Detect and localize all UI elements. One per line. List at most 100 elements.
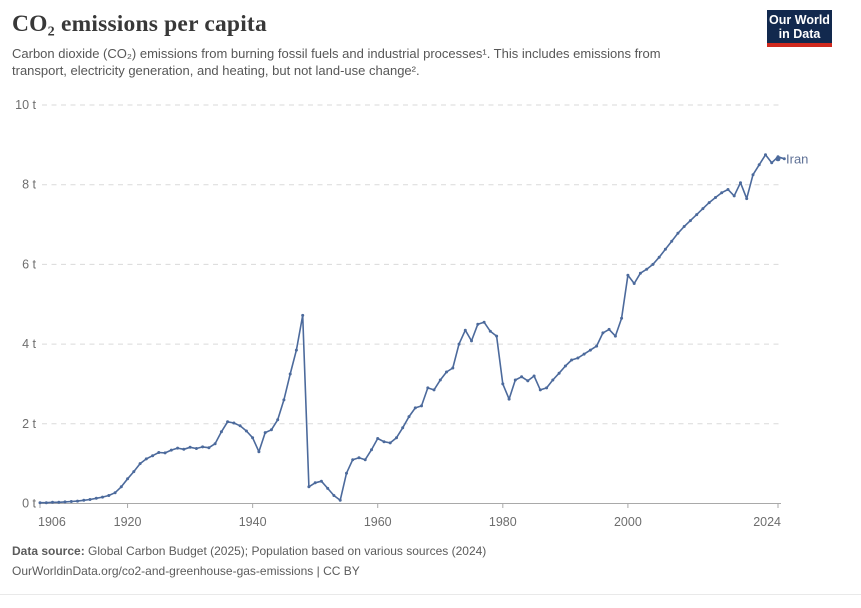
data-point[interactable] — [638, 271, 642, 275]
data-point[interactable] — [232, 421, 236, 425]
data-point[interactable] — [695, 213, 699, 217]
data-point[interactable] — [157, 451, 161, 454]
data-point[interactable] — [582, 352, 586, 356]
data-point[interactable] — [420, 404, 423, 408]
data-point[interactable] — [176, 446, 180, 450]
data-point[interactable] — [501, 382, 505, 386]
data-point[interactable] — [119, 485, 123, 489]
data-point[interactable] — [63, 500, 67, 504]
data-point[interactable] — [351, 458, 355, 462]
data-point[interactable] — [620, 316, 624, 320]
data-point[interactable] — [338, 498, 342, 502]
data-point[interactable] — [520, 375, 524, 379]
data-point[interactable] — [538, 388, 542, 392]
data-point[interactable] — [651, 262, 655, 266]
data-point[interactable] — [757, 163, 761, 167]
data-point[interactable] — [332, 494, 336, 497]
data-point[interactable] — [276, 418, 280, 422]
series-line-iran[interactable] — [39, 154, 786, 504]
data-point[interactable] — [382, 440, 386, 444]
entity-label-iran[interactable]: Iran — [786, 151, 808, 166]
data-point[interactable] — [770, 161, 774, 165]
data-point[interactable] — [188, 445, 192, 449]
data-point[interactable] — [194, 447, 198, 450]
data-point[interactable] — [595, 344, 599, 348]
data-point[interactable] — [601, 331, 605, 335]
end-point[interactable] — [775, 156, 781, 162]
data-point[interactable] — [457, 342, 461, 346]
data-point[interactable] — [51, 500, 54, 504]
data-point[interactable] — [182, 447, 186, 451]
data-point[interactable] — [144, 457, 148, 461]
data-point[interactable] — [94, 496, 98, 500]
data-point[interactable] — [313, 481, 317, 485]
data-point[interactable] — [782, 157, 786, 161]
data-point[interactable] — [326, 486, 330, 490]
data-point[interactable] — [513, 378, 517, 382]
data-point[interactable] — [570, 358, 574, 362]
data-point[interactable] — [132, 470, 136, 474]
data-point[interactable] — [263, 431, 267, 435]
data-point[interactable] — [207, 446, 211, 450]
data-point[interactable] — [676, 231, 680, 235]
data-point[interactable] — [151, 454, 155, 458]
data-point[interactable] — [82, 498, 86, 502]
data-point[interactable] — [432, 388, 436, 392]
data-point[interactable] — [626, 273, 630, 277]
data-point[interactable] — [138, 462, 142, 466]
data-point[interactable] — [488, 329, 492, 333]
data-point[interactable] — [764, 153, 767, 157]
owid-logo[interactable]: Our World in Data — [767, 10, 832, 47]
data-point[interactable] — [345, 471, 348, 475]
data-point[interactable] — [526, 379, 530, 383]
data-point[interactable] — [613, 334, 617, 338]
data-point[interactable] — [495, 334, 499, 338]
data-point[interactable] — [401, 426, 405, 430]
data-point[interactable] — [69, 500, 73, 503]
data-point[interactable] — [357, 456, 361, 460]
data-point[interactable] — [38, 501, 42, 505]
data-point[interactable] — [238, 424, 242, 428]
data-point[interactable] — [301, 313, 305, 317]
data-point[interactable] — [107, 494, 111, 497]
data-point[interactable] — [370, 448, 373, 452]
data-point[interactable] — [163, 451, 167, 455]
data-point[interactable] — [739, 181, 742, 185]
data-point[interactable] — [288, 372, 292, 376]
data-point[interactable] — [720, 191, 724, 195]
data-point[interactable] — [363, 458, 367, 462]
data-point[interactable] — [169, 448, 173, 452]
data-point[interactable] — [413, 406, 417, 410]
data-point[interactable] — [701, 207, 705, 211]
data-point[interactable] — [113, 491, 117, 495]
data-point[interactable] — [445, 370, 448, 374]
data-point[interactable] — [451, 366, 455, 370]
data-point[interactable] — [482, 320, 486, 324]
data-point[interactable] — [476, 322, 480, 326]
data-point[interactable] — [376, 437, 380, 440]
data-point[interactable] — [632, 282, 636, 285]
data-point[interactable] — [269, 428, 273, 432]
data-point[interactable] — [44, 501, 48, 505]
data-point[interactable] — [645, 267, 649, 271]
data-point[interactable] — [101, 495, 104, 499]
data-point[interactable] — [507, 397, 511, 401]
data-point[interactable] — [213, 442, 217, 446]
data-point[interactable] — [657, 255, 661, 259]
data-point[interactable] — [426, 386, 430, 390]
data-point[interactable] — [282, 398, 286, 402]
data-point[interactable] — [57, 500, 61, 504]
data-point[interactable] — [319, 479, 323, 483]
data-point[interactable] — [707, 201, 711, 205]
data-point[interactable] — [201, 445, 205, 449]
data-point[interactable] — [294, 348, 298, 352]
data-point[interactable] — [714, 196, 717, 199]
data-point[interactable] — [563, 364, 567, 368]
data-point[interactable] — [407, 415, 411, 419]
data-point[interactable] — [751, 173, 755, 177]
data-point[interactable] — [745, 197, 749, 201]
data-point[interactable] — [470, 339, 473, 343]
data-point[interactable] — [219, 430, 223, 434]
owid-url-link[interactable]: OurWorldinData.org/co2-and-greenhouse-ga… — [12, 564, 314, 578]
